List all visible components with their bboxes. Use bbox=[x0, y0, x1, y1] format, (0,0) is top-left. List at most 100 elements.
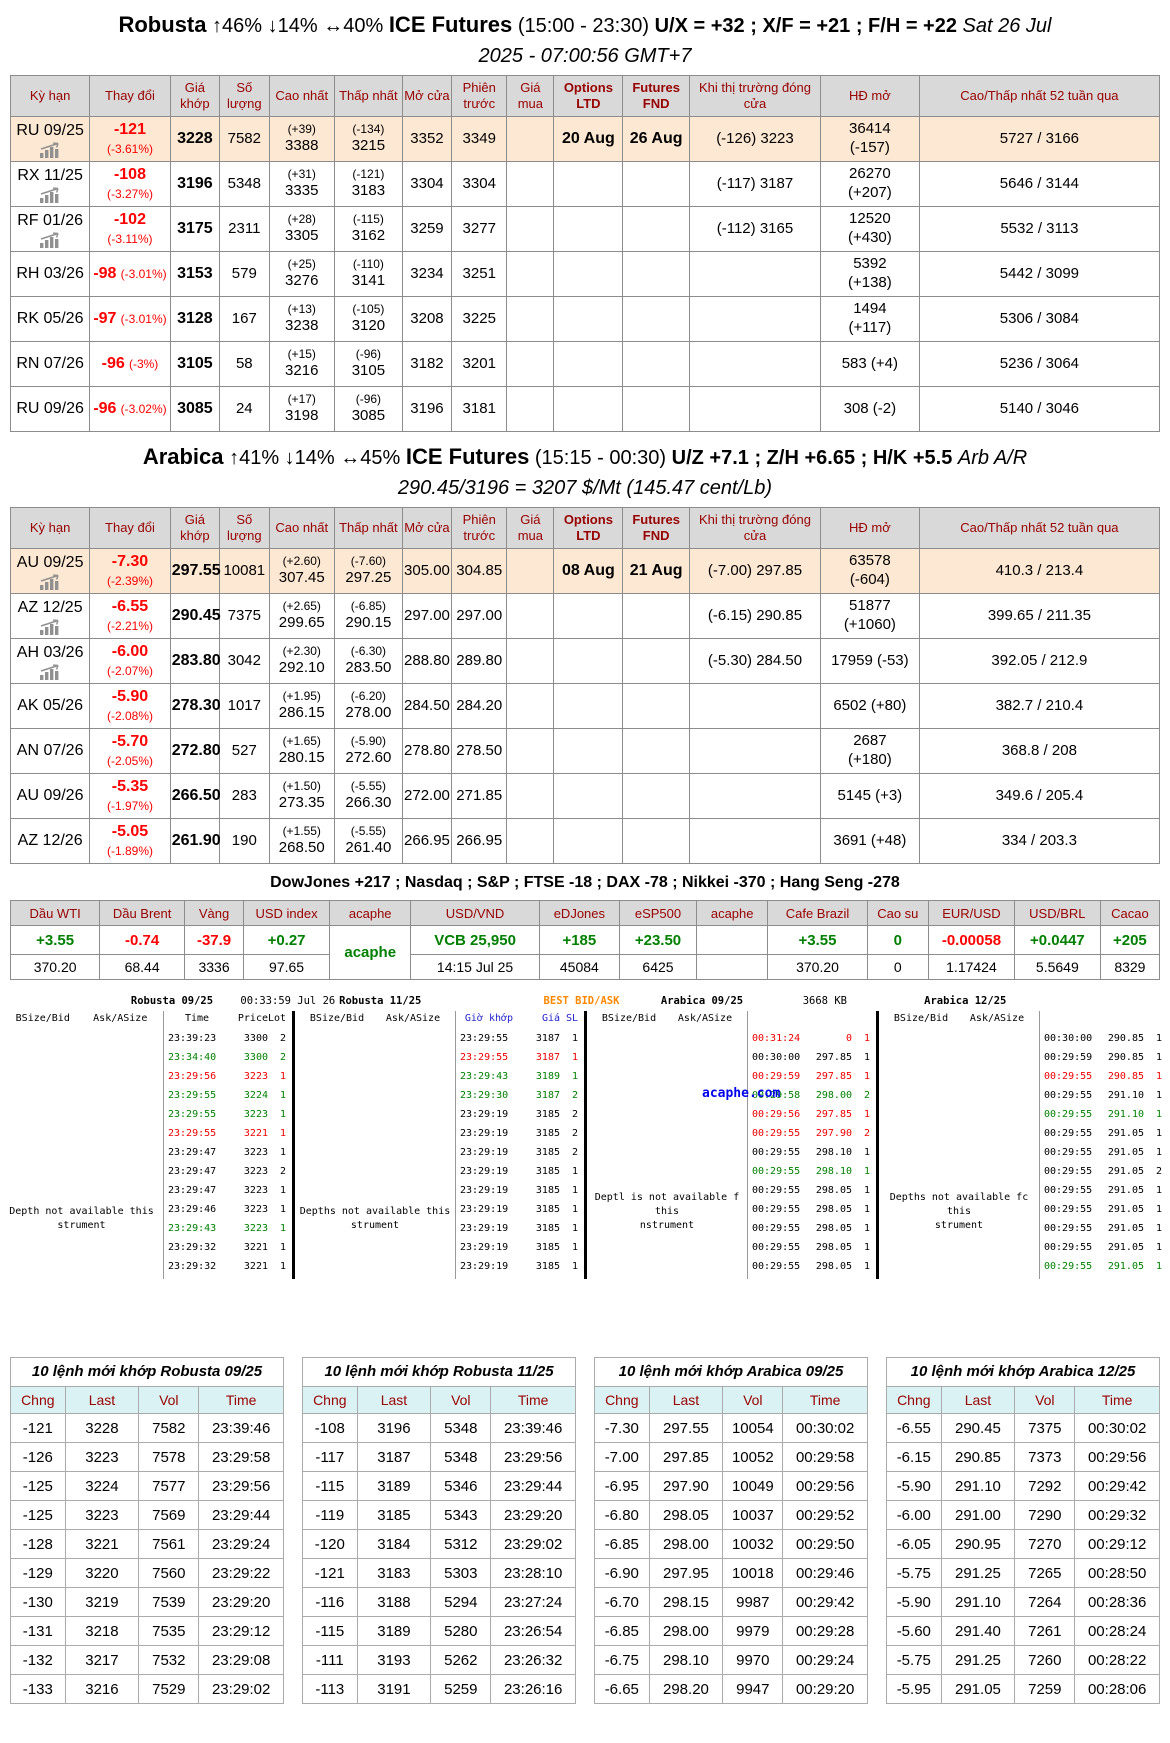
trade-row: 00:29:55 297.90 2 bbox=[752, 1128, 870, 1139]
high-cell: (+25) 3276 bbox=[268, 251, 335, 297]
fills-cell: -6.15 bbox=[886, 1442, 942, 1472]
column-header: Giá khớp bbox=[169, 75, 221, 117]
bsize-bid-header: BSize/Bid bbox=[601, 1013, 657, 1024]
trade-row: 23:29:19 3185 2 bbox=[460, 1128, 578, 1139]
fills-cell: -6.65 bbox=[594, 1674, 650, 1704]
high-cell: (+17) 3198 bbox=[268, 386, 335, 432]
robusta-hours: (15:00 - 23:30) bbox=[517, 15, 650, 37]
prev-session-cell: 266.95 bbox=[451, 818, 508, 864]
volume-cell: 527 bbox=[219, 728, 270, 774]
fills-cell: 3189 bbox=[356, 1616, 432, 1646]
last-price-cell: 278.30 bbox=[169, 683, 221, 729]
fills-cell: 3220 bbox=[64, 1558, 140, 1588]
bid-price-cell bbox=[506, 341, 555, 387]
column-header: Phiên trước bbox=[451, 507, 508, 549]
fills-cell: 7535 bbox=[138, 1616, 200, 1646]
fills-cell: 3191 bbox=[356, 1674, 432, 1704]
world-indices-line: DowJones +217 ; Nasdaq ; S&P ; FTSE -18 … bbox=[270, 874, 900, 891]
volume-cell: 10081 bbox=[219, 548, 270, 594]
range52-cell: 349.6 / 205.4 bbox=[918, 773, 1161, 819]
fills-cell: 00:28:22 bbox=[1074, 1645, 1160, 1675]
column-header: Mở cửa bbox=[401, 75, 453, 117]
market-close-cell bbox=[688, 341, 821, 387]
depth-header-strip: Robusta 09/25 00:33:59 Jul 26 Robusta 11… bbox=[0, 994, 1170, 1011]
fills-row: -133 3216 7529 23:29:02 bbox=[10, 1674, 284, 1704]
chart-icon[interactable] bbox=[39, 186, 62, 203]
fills-cell: 290.85 bbox=[940, 1442, 1016, 1472]
trade-row: 00:29:55 291.05 1 bbox=[1044, 1242, 1162, 1253]
fills-cell: 23:29:56 bbox=[198, 1471, 284, 1501]
trade-row: 23:29:32 3221 1 bbox=[168, 1261, 286, 1272]
summary-sub-cell: 8329 bbox=[1099, 954, 1161, 980]
trade-row: 23:29:19 3185 1 bbox=[460, 1185, 578, 1196]
chart-icon[interactable] bbox=[39, 231, 62, 248]
trade-row: 23:29:56 3223 1 bbox=[168, 1071, 286, 1082]
contract-cell: RU 09/26 bbox=[9, 386, 91, 432]
fills-row: -111 3193 5262 23:26:32 bbox=[302, 1645, 576, 1675]
acaphe-watermark: acaphe.com bbox=[702, 1086, 781, 1101]
trade-row: 23:34:40 3300 2 bbox=[168, 1052, 286, 1063]
low-cell: (-7.60) 297.25 bbox=[333, 548, 403, 594]
fills-cell: -5.90 bbox=[886, 1471, 942, 1501]
fills-title: 10 lệnh mới khớp Arabica 09/25 bbox=[594, 1357, 868, 1387]
fills-row: -6.05 290.95 7270 00:29:12 bbox=[886, 1529, 1160, 1559]
range52-cell: 334 / 203.3 bbox=[918, 818, 1161, 864]
range52-cell: 5727 / 3166 bbox=[918, 116, 1161, 162]
volume-cell: 1017 bbox=[219, 683, 270, 729]
fills-cell: 3224 bbox=[64, 1471, 140, 1501]
fills-column-header: Last bbox=[64, 1386, 140, 1414]
depth-unavailable-message: Deptl is not available f this nstrument bbox=[594, 1192, 740, 1231]
trade-row: 00:29:55 290.85 1 bbox=[1044, 1071, 1162, 1082]
bid-price-cell bbox=[506, 116, 555, 162]
trade-row: 23:29:32 3221 1 bbox=[168, 1242, 286, 1253]
fills-cell: 290.95 bbox=[940, 1529, 1016, 1559]
chart-icon[interactable] bbox=[39, 573, 62, 590]
fills-cell: 7265 bbox=[1014, 1558, 1076, 1588]
chart-icon[interactable] bbox=[39, 618, 62, 635]
fills-cell: 297.90 bbox=[648, 1471, 724, 1501]
fills-header-row: Chng Last Vol Time bbox=[10, 1386, 284, 1414]
high-cell: (+2.65) 299.65 bbox=[268, 593, 335, 639]
fills-column-header: Chng bbox=[886, 1386, 942, 1414]
open-interest-cell: 3691 (+48) bbox=[819, 818, 920, 864]
fills-cell: 7264 bbox=[1014, 1587, 1076, 1617]
fills-cell: 00:30:02 bbox=[782, 1413, 868, 1443]
summary-column-header: eDJones bbox=[538, 900, 621, 926]
chart-icon[interactable] bbox=[39, 141, 62, 158]
fills-cell: -5.95 bbox=[886, 1674, 942, 1704]
fills-cell: 3184 bbox=[356, 1529, 432, 1559]
fills-cell: 5312 bbox=[430, 1529, 492, 1559]
ask-asize-header: Ask/ASize bbox=[677, 1013, 733, 1024]
fills-cell: 10054 bbox=[722, 1413, 784, 1443]
trade-row: 23:29:19 3185 1 bbox=[460, 1166, 578, 1177]
low-cell: (-105) 3120 bbox=[333, 296, 403, 342]
depth-panel4-title: Arabica 12/25 bbox=[924, 995, 1007, 1007]
prev-session-cell: 3277 bbox=[451, 206, 508, 252]
fills-cell: 7260 bbox=[1014, 1645, 1076, 1675]
trade-row: 23:29:19 3185 2 bbox=[460, 1147, 578, 1158]
summary-column-header: EUR/USD bbox=[928, 900, 1015, 926]
open-cell: 3208 bbox=[401, 296, 453, 342]
prev-session-cell: 3201 bbox=[451, 341, 508, 387]
trade-row: 23:29:43 3189 1 bbox=[460, 1071, 578, 1082]
change-cell: -5.90 (-2.08%) bbox=[89, 683, 171, 729]
range52-cell: 5646 / 3144 bbox=[918, 161, 1161, 207]
table-row: RX 11/25 -108 (-3.27%) 3196 5348 (+31) 3335 (-… bbox=[9, 161, 1161, 207]
open-cell: 3234 bbox=[401, 251, 453, 297]
market-close-cell bbox=[688, 296, 821, 342]
trade-list: Time Price Lot 23:39:23 3300 2 23:34:40 3300 2 23… bbox=[163, 1011, 292, 1279]
bid-price-cell bbox=[506, 773, 555, 819]
trade-list: Giờ khớp Giá SL 23:29:55 3187 1 23:29:55 3187 1 2… bbox=[455, 1011, 584, 1279]
arabica-exchange: ICE Futures bbox=[405, 444, 530, 469]
last-price-cell: 3196 bbox=[169, 161, 221, 207]
fills-cell: 5259 bbox=[430, 1674, 492, 1704]
contract-cell: RX 11/25 bbox=[9, 161, 91, 207]
fills-cell: 23:29:08 bbox=[198, 1645, 284, 1675]
fills-row: -126 3223 7578 23:29:58 bbox=[10, 1442, 284, 1472]
low-cell: (-5.55) 261.40 bbox=[333, 818, 403, 864]
chart-icon[interactable] bbox=[39, 663, 62, 680]
table-row: RK 05/26 -97 (-3.01%) 3128 167 (+13) 3238 (-10… bbox=[9, 296, 1161, 342]
fills-cell: 7529 bbox=[138, 1674, 200, 1704]
trade-row: 00:29:58 298.00 2 bbox=[752, 1090, 870, 1101]
trade-list-headers: Giờ khớp Giá SL bbox=[464, 1013, 578, 1024]
